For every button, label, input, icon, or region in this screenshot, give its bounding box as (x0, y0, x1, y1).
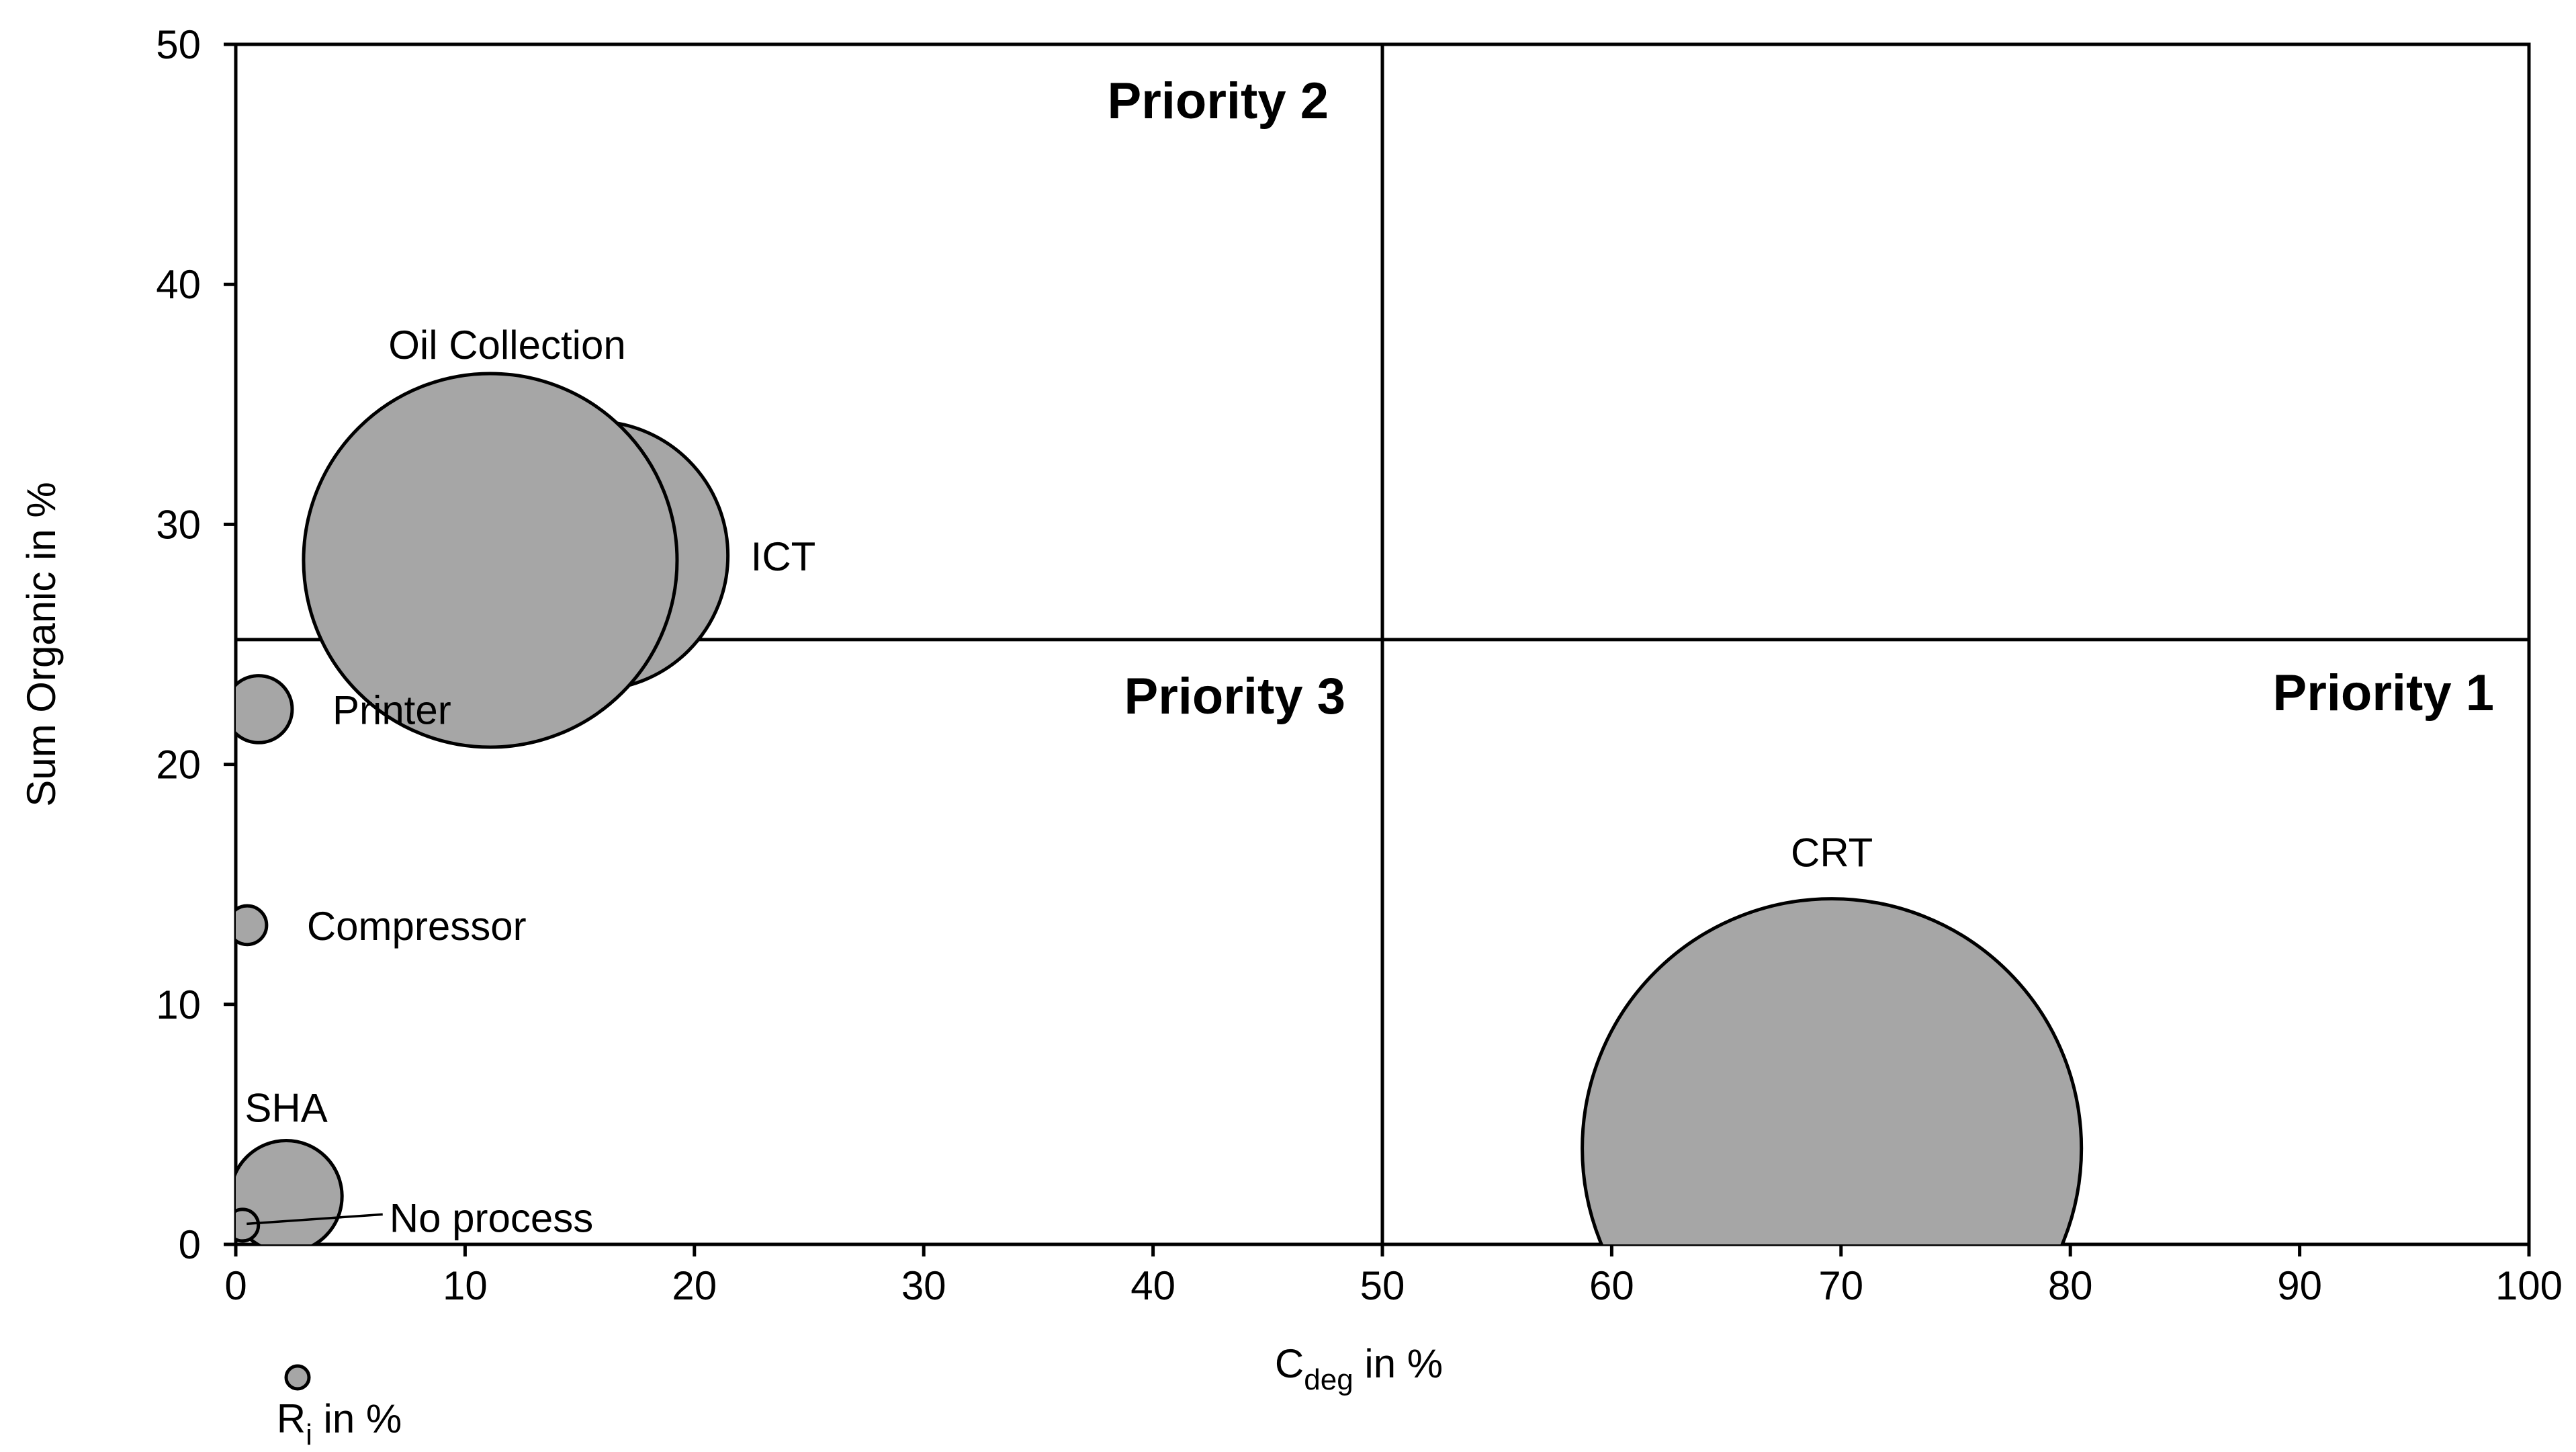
x-tick-label: 100 (2495, 1263, 2563, 1308)
bubble-compressor (236, 904, 269, 947)
size-legend-label: Ri in % (277, 1396, 402, 1451)
bubble-label-sha: SHA (245, 1085, 327, 1130)
x-axis-label-main: C (1275, 1341, 1304, 1386)
x-axis-label: Cdeg in % (1275, 1341, 1443, 1396)
size-legend-marker (284, 1364, 311, 1391)
x-tick-label: 0 (224, 1263, 247, 1308)
size-legend-label-suffix: in % (312, 1396, 402, 1441)
size-legend-label-subscript: i (306, 1418, 312, 1451)
y-tick-label: 50 (156, 22, 201, 67)
x-tick-label: 10 (443, 1263, 488, 1308)
x-tick-label: 20 (672, 1263, 717, 1308)
x-tick-label: 50 (1360, 1263, 1405, 1308)
bubble-label-crt: CRT (1791, 830, 1873, 876)
y-tick-label: 0 (179, 1222, 201, 1267)
quadrant-label-priority-2: Priority 2 (1108, 73, 1329, 130)
bubble-printer (236, 674, 294, 744)
size-legend-label-main: R (277, 1396, 306, 1441)
bubble-label-compressor: Compressor (307, 904, 527, 949)
y-tick-label: 40 (156, 262, 201, 307)
x-tick-label: 90 (2277, 1263, 2322, 1308)
y-tick-label: 20 (156, 742, 201, 787)
x-tick-label: 70 (1818, 1263, 1863, 1308)
bubble-label-ict: ICT (751, 534, 816, 579)
bubble-labels: ICT Oil Collection Printer Compressor SHA No … (245, 323, 1873, 1240)
bubble-label-oil-collection: Oil Collection (388, 323, 625, 368)
x-tick-label: 30 (901, 1263, 946, 1308)
y-tick-label: 10 (156, 982, 201, 1027)
x-axis-label-suffix: in % (1353, 1341, 1443, 1386)
quadrant-label-priority-1: Priority 1 (2273, 665, 2494, 722)
x-tick-label: 40 (1130, 1263, 1175, 1308)
y-tick-label: 30 (156, 502, 201, 547)
y-axis-label: Sum Organic in % (19, 482, 64, 807)
x-axis-label-subscript: deg (1304, 1363, 1353, 1396)
bubble-crt (1581, 897, 2084, 1244)
leader-line-no-process (247, 1213, 383, 1226)
quadrant-label-priority-3: Priority 3 (1124, 668, 1345, 725)
x-tick-label: 80 (2048, 1263, 2093, 1308)
x-tick-label: 60 (1589, 1263, 1634, 1308)
bubble-oil-collection (302, 372, 679, 749)
bubble-label-printer: Printer (332, 687, 451, 732)
bubble-label-no-process: No process (390, 1195, 593, 1240)
bubble-no-process (236, 1207, 261, 1243)
